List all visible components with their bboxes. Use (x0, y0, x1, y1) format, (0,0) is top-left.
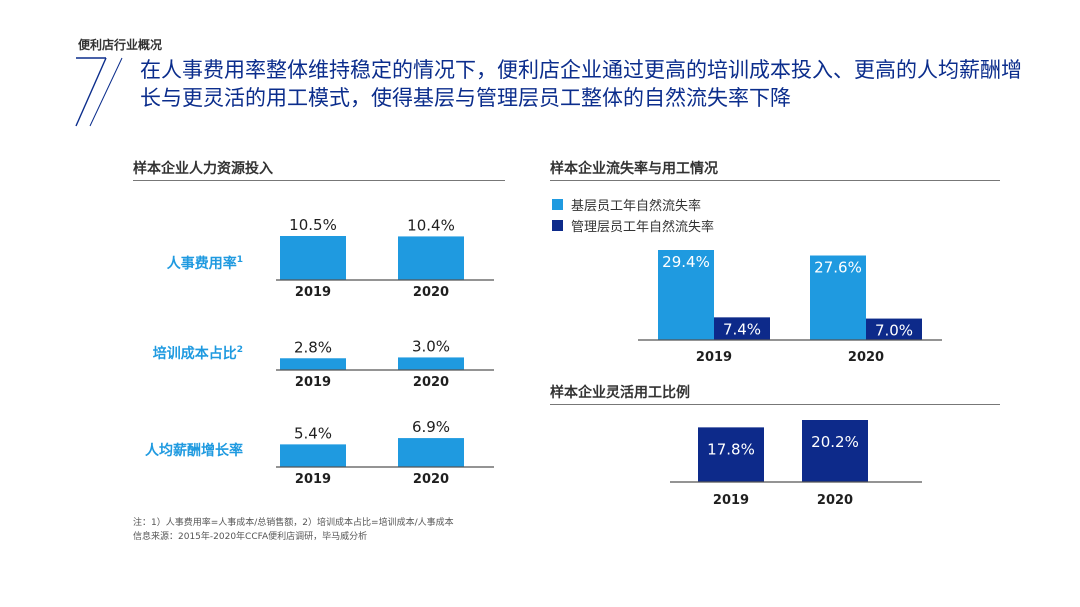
data-label: 7.4% (723, 320, 761, 338)
bar (802, 420, 868, 482)
right-bottom-title: 样本企业灵活用工比例 (550, 385, 690, 401)
bar (398, 438, 464, 467)
source-text: 信息来源：2015年-2020年CCFA便利店调研，毕马威分析 (133, 532, 368, 542)
data-label: 29.4% (662, 253, 710, 271)
bar (698, 427, 764, 482)
data-label: 7.0% (875, 322, 913, 340)
tick-label: 2019 (295, 375, 331, 390)
right-top-title: 样本企业流失率与用工情况 (550, 161, 718, 177)
tick-label: 2019 (295, 472, 331, 487)
metric-footnote-mark: 1 (237, 255, 243, 265)
metric-footnote-mark: 2 (237, 345, 243, 355)
legend-item-frontline: 基层员工年自然流失率 (552, 195, 701, 214)
right-bottom-rule (550, 404, 1000, 405)
tick-label: 2020 (413, 472, 449, 487)
section-label: 便利店行业概况 (78, 38, 163, 52)
legend-item-management: 管理层员工年自然流失率 (552, 216, 714, 235)
data-label: 2.8% (294, 338, 332, 356)
data-label: 6.9% (412, 418, 450, 436)
left-panel-title: 样本企业人力资源投入 (133, 161, 273, 177)
legend-label: 管理层员工年自然流失率 (571, 220, 715, 235)
data-label: 27.6% (814, 259, 862, 277)
footnote-text: 注：1）人事费用率=人事成本/总销售额，2）培训成本占比=培训成本/人事成本 (133, 518, 454, 528)
tick-label: 2019 (713, 493, 749, 508)
data-label: 5.4% (294, 424, 332, 442)
legend-swatch-light (552, 199, 563, 210)
metric-label: 培训成本占比2 (153, 345, 243, 362)
legend-label: 基层员工年自然流失率 (571, 199, 702, 214)
flex-employment-chart: 17.8% 2019 20.2% 2020 (670, 420, 922, 508)
right-top-rule (550, 180, 1000, 181)
bar (398, 236, 464, 280)
slash-logo-icon (75, 57, 123, 127)
data-label: 20.2% (811, 433, 859, 451)
tick-label: 2020 (413, 375, 449, 390)
bar (280, 236, 346, 280)
bar-frontline (810, 255, 866, 340)
legend-swatch-navy (552, 220, 563, 231)
tick-label: 2019 (696, 350, 732, 365)
tick-label: 2020 (817, 493, 853, 508)
left-panel-rule (133, 180, 505, 181)
page-title: 在人事费用率整体维持稳定的情况下，便利店企业通过更高的培训成本投入、更高的人均薪… (140, 58, 1022, 110)
turnover-chart: 29.4% 27.6% 7.4% 7.0% 2019 2020 (638, 250, 942, 365)
bar (398, 357, 464, 370)
data-label: 17.8% (707, 440, 755, 458)
tick-label: 2020 (413, 285, 449, 300)
data-label: 10.4% (407, 216, 455, 234)
data-label: 3.0% (412, 337, 450, 355)
metric-label: 人均薪酬增长率 (145, 442, 243, 459)
bar (280, 444, 346, 467)
bar-frontline (658, 250, 714, 340)
data-label: 10.5% (289, 216, 337, 234)
tick-label: 2019 (295, 285, 331, 300)
bar-management (714, 317, 770, 340)
hr-investment-chart: 人事费用率1 10.5% 2019 10.4% 2020 培训成本占比2 2.8% 2019 3… (145, 216, 494, 487)
bar-management (866, 318, 922, 340)
metric-label: 人事费用率1 (167, 255, 243, 272)
footnotes: 注：1）人事费用率=人事成本/总销售额，2）培训成本占比=培训成本/人事成本 信… (133, 516, 454, 544)
bar (280, 358, 346, 370)
tick-label: 2020 (848, 350, 884, 365)
